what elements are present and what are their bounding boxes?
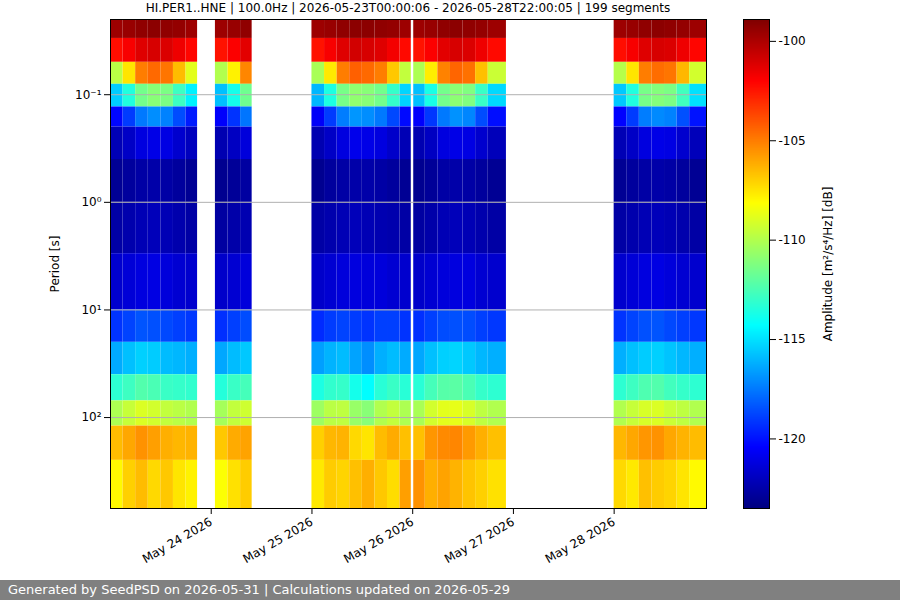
svg-text:Period [s]: Period [s] — [48, 236, 62, 293]
svg-text:May 27 2026: May 27 2026 — [442, 515, 517, 566]
svg-text:-120: -120 — [779, 432, 806, 446]
svg-text:10¹: 10¹ — [81, 303, 101, 317]
svg-text:10⁰: 10⁰ — [81, 195, 101, 209]
svg-text:Amplitude [m²/s⁴/Hz] [dB]: Amplitude [m²/s⁴/Hz] [dB] — [821, 187, 835, 342]
html-text:Generated by SeedPSD on 2026-0: Generated by SeedPSD on 2026-05-31 | Cal… — [8, 582, 510, 597]
svg-text:May 24 2026: May 24 2026 — [140, 515, 215, 566]
svg-text:May 25 2026: May 25 2026 — [241, 515, 316, 566]
svg-text:10²: 10² — [81, 410, 101, 424]
svg-text:-105: -105 — [779, 134, 806, 148]
svg-text:10⁻¹: 10⁻¹ — [75, 88, 102, 102]
svg-text:-110: -110 — [779, 233, 806, 247]
svg-text:May 26 2026: May 26 2026 — [341, 515, 416, 566]
html-text:HI.PER1..HNE | 100.0Hz | 2026-: HI.PER1..HNE | 100.0Hz | 2026-05-23T00:0… — [145, 1, 671, 15]
svg-text:-100: -100 — [779, 34, 806, 48]
svg-text:-115: -115 — [779, 332, 806, 346]
svg-text:May 28 2026: May 28 2026 — [543, 515, 618, 566]
